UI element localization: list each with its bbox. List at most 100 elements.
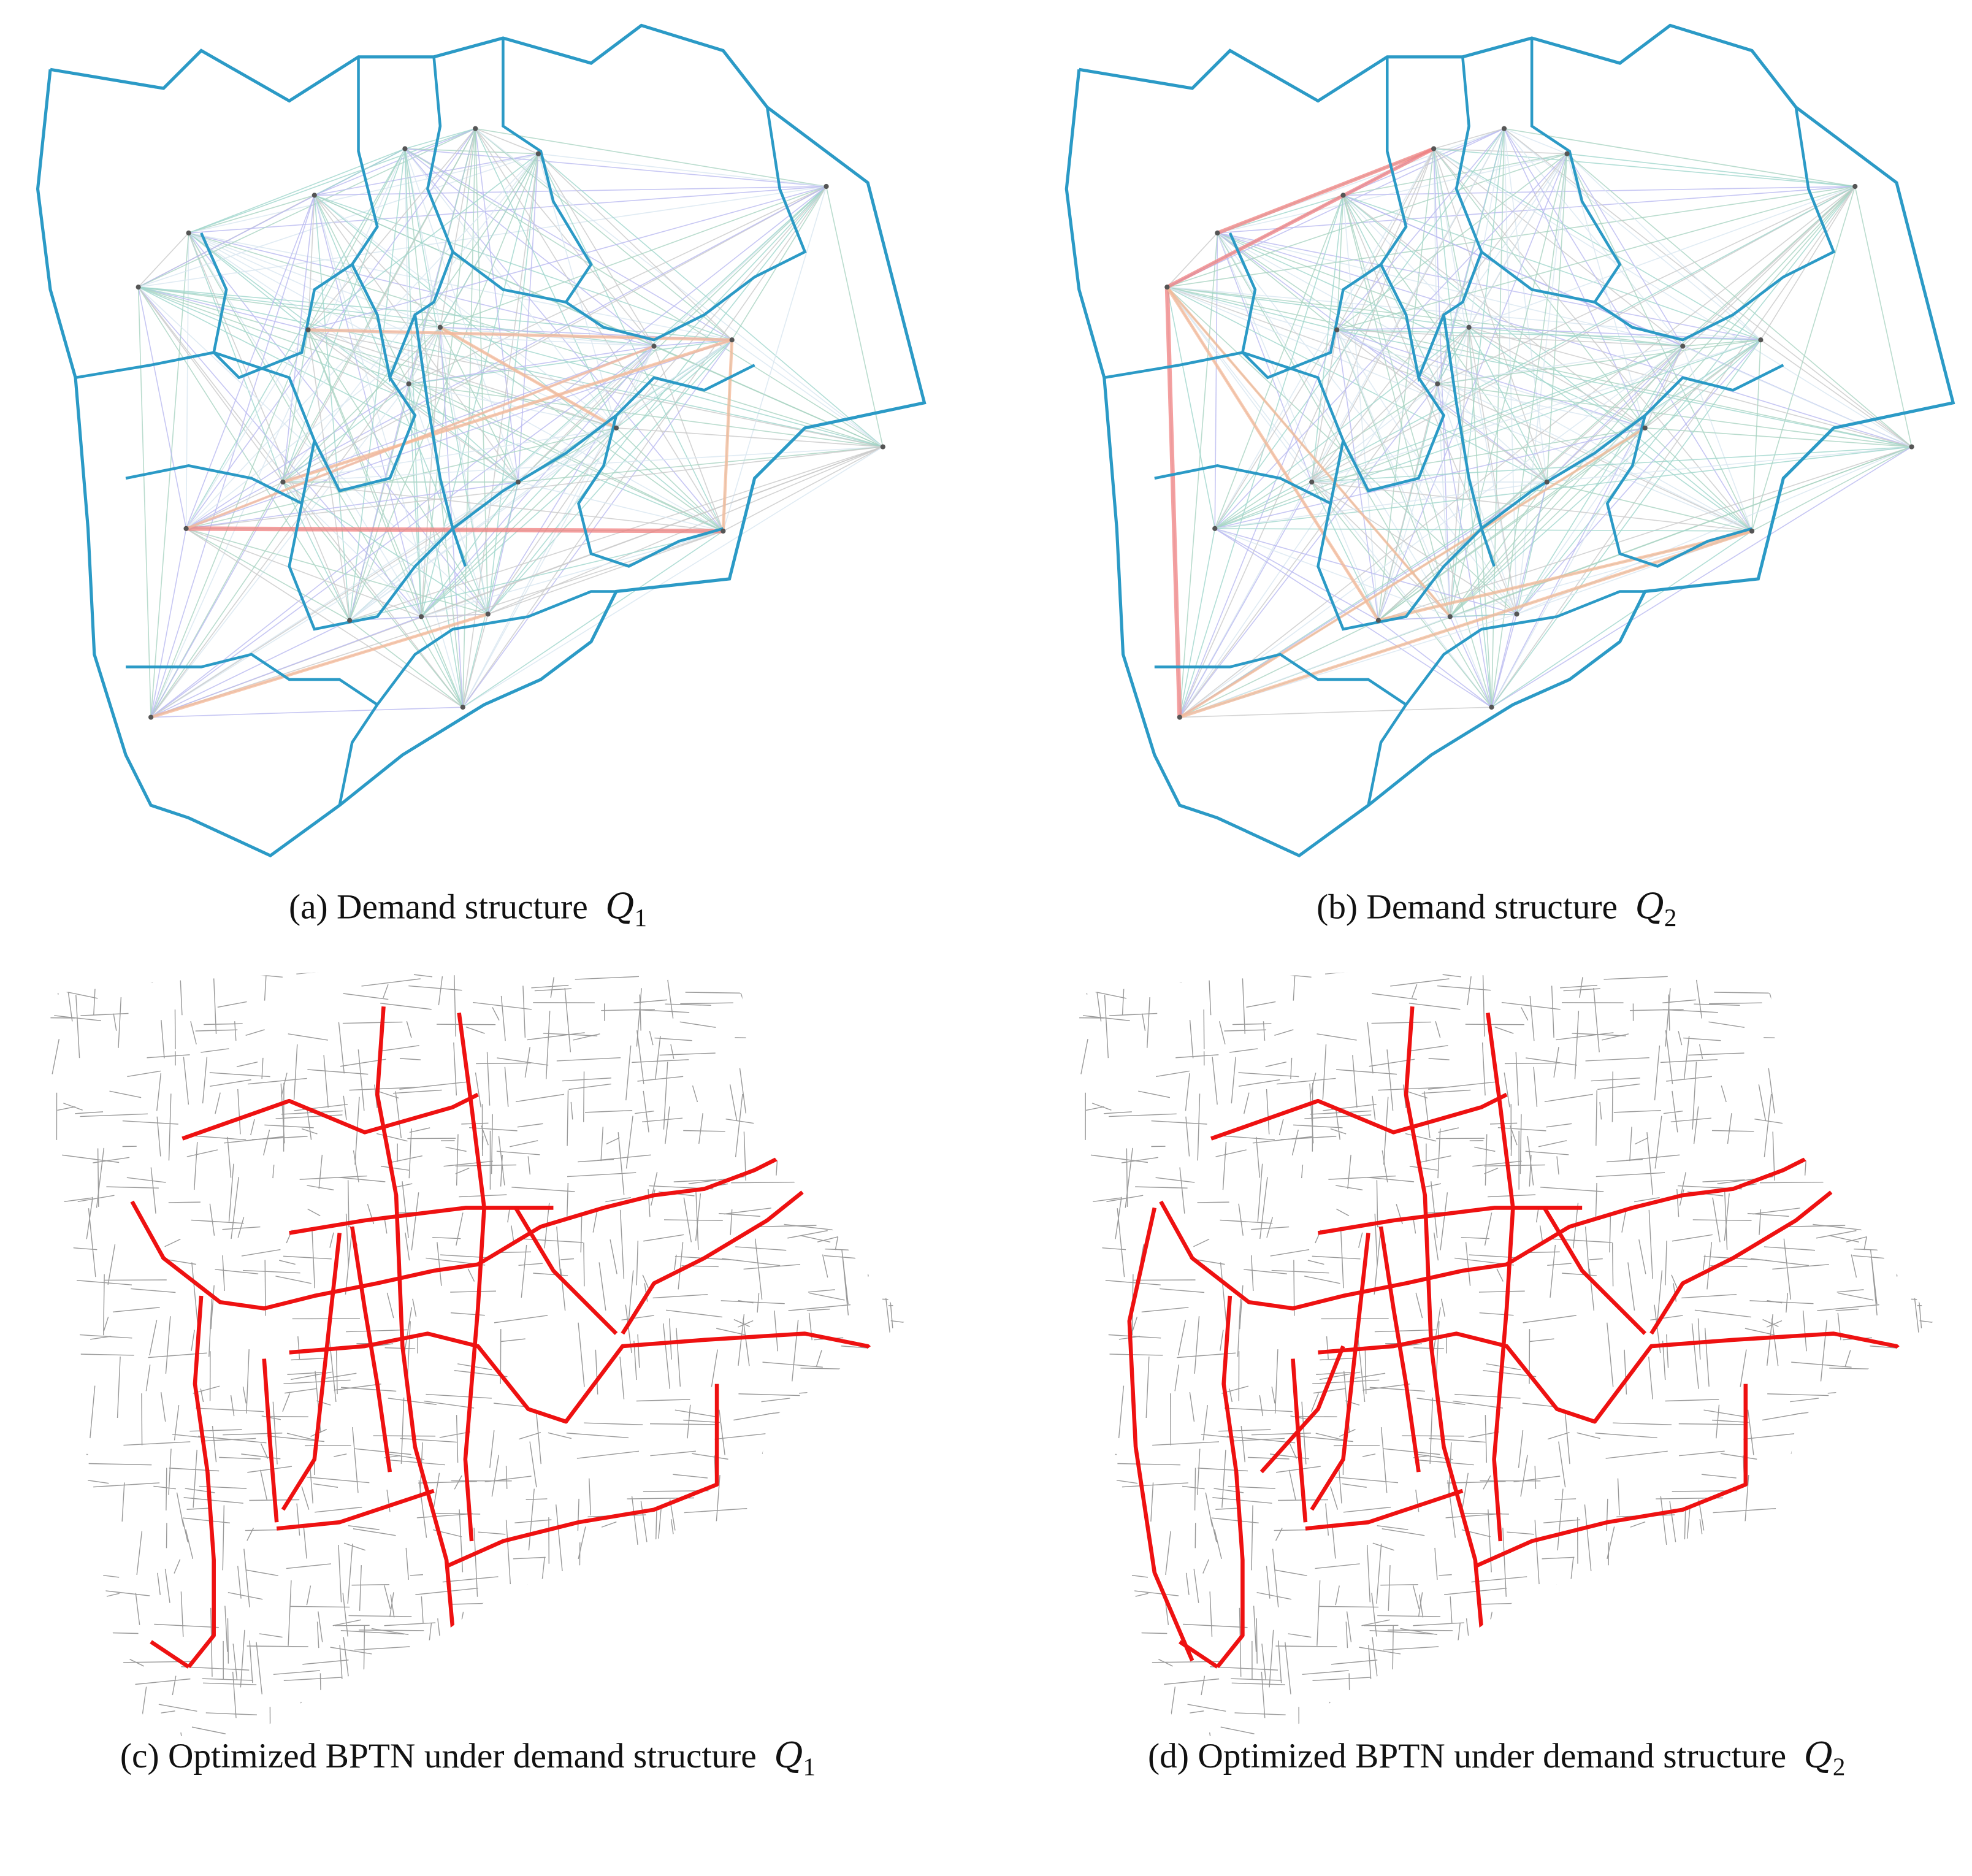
- street: [450, 1602, 500, 1605]
- street: [82, 1700, 86, 1734]
- street: [1804, 1665, 1850, 1673]
- street: [1816, 1230, 1857, 1239]
- district-border: [577, 415, 724, 568]
- street: [118, 997, 122, 1048]
- street: [1421, 1089, 1471, 1094]
- street: [241, 1453, 281, 1460]
- street: [1224, 1407, 1293, 1412]
- street: [1716, 1404, 1720, 1439]
- od-link: [1546, 186, 1855, 483]
- street: [1572, 1599, 1592, 1606]
- street: [903, 1001, 906, 1008]
- street: [1141, 1307, 1189, 1313]
- street: [1087, 1714, 1095, 1736]
- street: [1502, 1528, 1507, 1597]
- street: [673, 1179, 716, 1182]
- street: [1915, 1682, 1935, 1685]
- bus-route: [1291, 1358, 1308, 1523]
- street: [1252, 1136, 1313, 1144]
- street: [1712, 1419, 1749, 1423]
- zone-centroid: [1375, 618, 1382, 623]
- od-link: [1378, 383, 1439, 621]
- od-link: [1179, 232, 1218, 718]
- street: [182, 1517, 231, 1524]
- street: [1400, 1628, 1438, 1636]
- od-link: [188, 232, 284, 483]
- street: [900, 1306, 906, 1313]
- street: [841, 1703, 846, 1719]
- street: [1711, 1130, 1754, 1132]
- street: [1886, 1477, 1895, 1539]
- street: [1484, 1167, 1499, 1174]
- street: [1383, 1646, 1439, 1651]
- street: [1118, 1385, 1125, 1439]
- street: [288, 1580, 292, 1646]
- street: [1724, 1189, 1728, 1250]
- street: [384, 1622, 436, 1626]
- od-link: [1342, 194, 1752, 532]
- street: [665, 1003, 711, 1006]
- od-link: [1166, 286, 1216, 529]
- od-link: [186, 427, 617, 529]
- district-border: [1380, 56, 1483, 383]
- street: [1469, 1254, 1515, 1258]
- street: [1505, 1631, 1553, 1637]
- street: [215, 1269, 259, 1274]
- street: [1289, 1443, 1297, 1459]
- od-link: [421, 339, 733, 618]
- street: [1555, 1646, 1561, 1669]
- study-area-outline: [1064, 23, 1955, 858]
- street: [1220, 1262, 1228, 1330]
- street: [754, 1238, 763, 1300]
- street: [1194, 1468, 1196, 1510]
- street: [1358, 1232, 1363, 1248]
- bus-route: [457, 1013, 486, 1542]
- street: [687, 1404, 691, 1439]
- street: [1682, 1640, 1686, 1660]
- street: [1556, 1032, 1614, 1041]
- symbol: Q: [1635, 886, 1664, 927]
- zone-centroid: [1340, 193, 1346, 198]
- street: [1347, 1154, 1351, 1189]
- street: [1121, 1157, 1158, 1163]
- street: [70, 1247, 97, 1250]
- street: [904, 1137, 906, 1141]
- street: [80, 1479, 86, 1533]
- od-link: [186, 528, 464, 708]
- street: [63, 1103, 83, 1111]
- street: [164, 1238, 181, 1247]
- street: [1838, 1700, 1846, 1730]
- street: [1413, 1347, 1444, 1349]
- street: [1603, 976, 1668, 980]
- street: [1231, 1057, 1236, 1104]
- street: [660, 1650, 679, 1657]
- od-link: [1337, 329, 1912, 448]
- street: [1461, 1237, 1490, 1239]
- od-link: [462, 339, 733, 708]
- street: [227, 1618, 229, 1664]
- od-link: [1450, 616, 1492, 708]
- street: [1428, 1081, 1497, 1090]
- od-link: [1217, 232, 1646, 429]
- street: [1691, 1593, 1729, 1602]
- od-link: [1217, 232, 1469, 328]
- street: [874, 1080, 906, 1088]
- od-link: [1751, 186, 1856, 532]
- street: [1409, 1165, 1438, 1171]
- zone-centroid: [1177, 714, 1182, 720]
- street: [871, 1596, 874, 1658]
- street: [400, 1438, 457, 1443]
- street: [792, 1091, 825, 1100]
- street: [1371, 1021, 1432, 1024]
- street: [491, 1455, 500, 1497]
- bus-route: [1259, 1345, 1345, 1474]
- street: [1854, 1248, 1916, 1252]
- street: [1946, 1468, 1972, 1474]
- street: [1380, 1426, 1388, 1493]
- street: [181, 1666, 250, 1671]
- street: [914, 1740, 938, 1743]
- street: [1488, 1509, 1492, 1572]
- street: [1405, 1133, 1437, 1142]
- od-link: [138, 286, 440, 328]
- od-link: [1311, 339, 1761, 483]
